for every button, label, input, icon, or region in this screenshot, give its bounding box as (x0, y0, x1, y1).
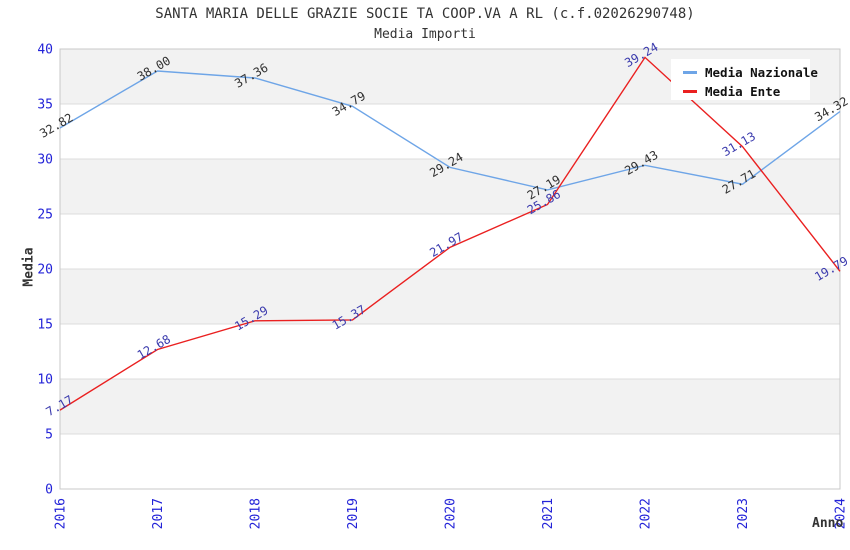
legend-label-media-ente: Media Ente (705, 84, 781, 99)
y-tick-label: 20 (37, 263, 53, 278)
legend-item-media-nazionale: Media Nazionale (683, 63, 818, 82)
x-axis-title: Anno (812, 516, 844, 531)
series-line (59, 56, 841, 411)
x-tick-label: 2018 (249, 498, 264, 529)
point-label: 21.97 (427, 230, 465, 260)
y-tick-label: 10 (37, 373, 53, 388)
point-label: 31.13 (720, 129, 758, 159)
y-tick-label: 35 (37, 98, 53, 113)
y-tick-label: 25 (37, 208, 53, 223)
legend-label-media-nazionale: Media Nazionale (705, 65, 818, 80)
point-label: 32.82 (37, 110, 75, 140)
x-tick-label: 2020 (444, 498, 459, 529)
legend-swatch-media-ente (683, 90, 697, 93)
x-tick-label: 2024 (834, 498, 849, 529)
chart-subtitle: Media Importi (374, 27, 476, 42)
y-tick-label: 30 (37, 153, 53, 168)
x-tick-label: 2019 (346, 498, 361, 529)
legend-swatch-media-nazionale (683, 71, 697, 74)
x-tick-label: 2023 (736, 498, 751, 529)
y-axis-title: Media (21, 247, 37, 287)
x-tick-label: 2016 (54, 498, 69, 529)
y-tick-label: 5 (45, 428, 53, 443)
x-tick-label: 2021 (541, 498, 556, 529)
grid-band (60, 159, 840, 214)
y-tick-label: 40 (37, 43, 53, 58)
chart-title: SANTA MARIA DELLE GRAZIE SOCIE TA COOP.V… (155, 6, 695, 22)
grid-band (60, 379, 840, 434)
y-tick-label: 15 (37, 318, 53, 333)
legend: Media Nazionale Media Ente (671, 59, 818, 101)
legend-item-media-ente: Media Ente (683, 82, 810, 101)
point-label: 12.68 (135, 332, 173, 362)
x-tick-label: 2017 (151, 498, 166, 529)
plot-border (59, 48, 841, 490)
series-line (59, 70, 841, 191)
x-tick-label: 2022 (639, 498, 654, 529)
grid-band (60, 269, 840, 324)
y-tick-label: 0 (45, 483, 53, 498)
